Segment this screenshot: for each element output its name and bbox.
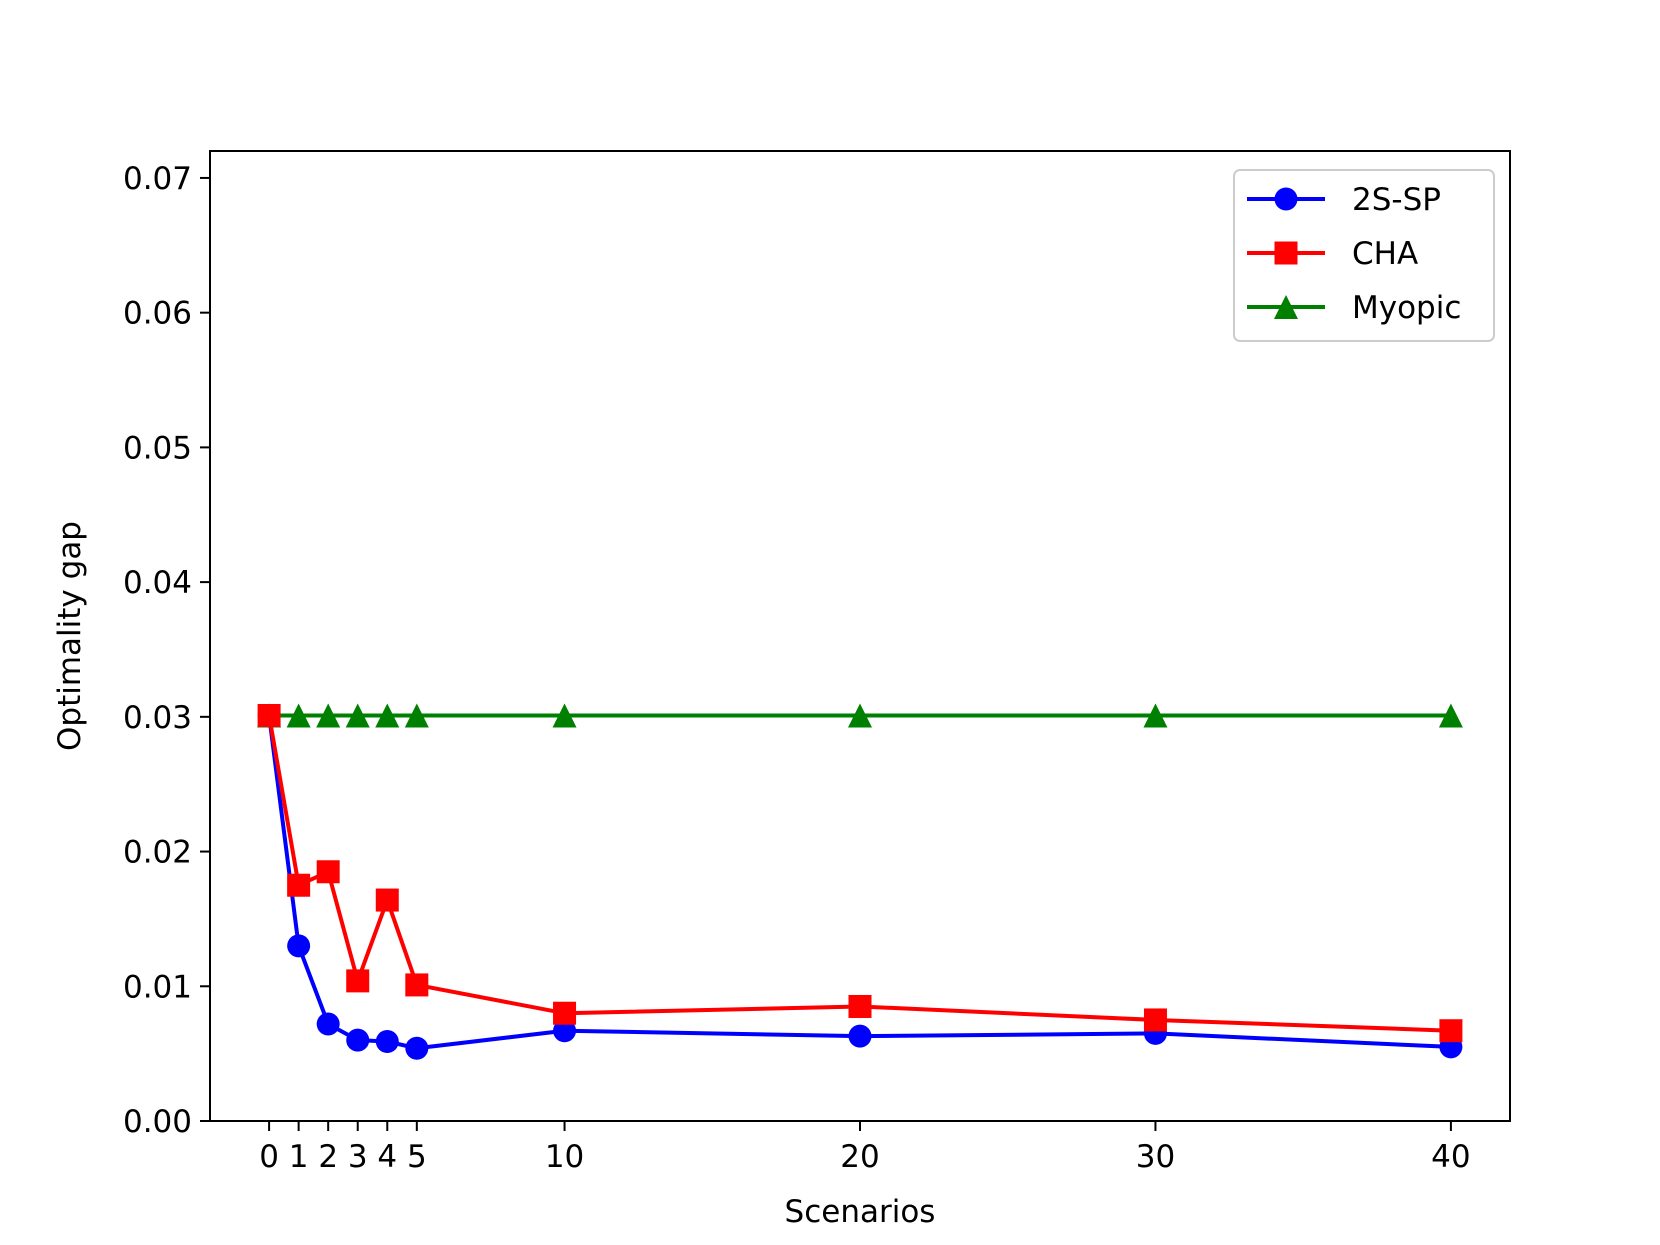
- y-tick-label: 0.05: [123, 430, 192, 466]
- x-axis-label: Scenarios: [785, 1194, 936, 1230]
- data-point-myopic: [552, 703, 577, 728]
- data-point-cha: [1439, 1019, 1463, 1043]
- y-tick-label: 0.00: [123, 1104, 192, 1140]
- y-tick-label: 0.01: [123, 969, 192, 1005]
- data-point-myopic: [404, 703, 429, 728]
- x-tick-label: 2: [318, 1139, 338, 1175]
- y-tick-label: 0.06: [123, 296, 192, 332]
- x-tick-label: 5: [407, 1139, 427, 1175]
- y-tick-label: 0.02: [123, 835, 192, 871]
- data-point-cha: [287, 873, 311, 897]
- x-tick-label: 20: [840, 1139, 879, 1175]
- legend-box: [1233, 169, 1495, 342]
- legend: 2S-SP CHA Myopic: [1233, 169, 1495, 342]
- x-tick-label: 4: [377, 1139, 397, 1175]
- data-point-2s-sp: [375, 1030, 399, 1054]
- series-line-2s-sp: [267, 715, 1452, 1051]
- data-point-cha: [257, 703, 281, 727]
- data-point-myopic: [1438, 703, 1463, 728]
- y-tick-label: 0.07: [123, 161, 192, 197]
- data-point-2s-sp: [316, 1012, 340, 1036]
- data-point-cha: [375, 888, 399, 912]
- data-point-2s-sp: [346, 1028, 370, 1052]
- data-point-2s-sp: [287, 934, 311, 958]
- data-point-cha: [553, 1001, 577, 1025]
- x-tick-label: 0: [259, 1139, 279, 1175]
- data-point-cha: [848, 994, 872, 1018]
- x-tick-label: 3: [348, 1139, 368, 1175]
- data-point-cha: [1143, 1008, 1167, 1032]
- data-point-myopic: [345, 703, 370, 728]
- series-line-cha: [267, 715, 1451, 1033]
- data-point-2s-sp: [405, 1036, 429, 1060]
- x-tick-label: 1: [289, 1139, 309, 1175]
- legend-marker-cha: [1274, 241, 1298, 265]
- x-tick-label: 40: [1431, 1139, 1470, 1175]
- y-tick-label: 0.03: [123, 700, 192, 736]
- data-point-cha: [316, 860, 340, 884]
- legend-label-myopic: Myopic: [1352, 290, 1461, 326]
- data-point-2s-sp: [553, 1019, 577, 1043]
- legend-label-cha: CHA: [1352, 236, 1418, 272]
- data-point-myopic: [316, 703, 341, 728]
- legend-label-2s-sp: 2S-SP: [1352, 182, 1441, 218]
- data-point-myopic: [848, 703, 872, 728]
- legend-marker-myopic: [1274, 295, 1298, 319]
- data-point-cha: [405, 973, 429, 997]
- data-point-2s-sp: [848, 1024, 872, 1048]
- data-point-cha: [346, 969, 370, 993]
- data-point-myopic: [286, 703, 311, 728]
- x-tick-label: 30: [1136, 1139, 1175, 1175]
- axes: 0.00 0.01 0.02 0.03 0.04 0.05 0.06 0.07 0 1 2 3 4 5 10…: [123, 150, 1511, 1175]
- x-tick-label: 10: [545, 1139, 584, 1175]
- y-tick-label: 0.04: [123, 565, 192, 601]
- plot-area: [257, 703, 1463, 1060]
- data-point-myopic: [375, 703, 400, 728]
- y-axis-label: Optimality gap: [52, 521, 88, 751]
- legend-marker-2s-sp: [1274, 187, 1298, 211]
- data-point-myopic: [1143, 703, 1168, 728]
